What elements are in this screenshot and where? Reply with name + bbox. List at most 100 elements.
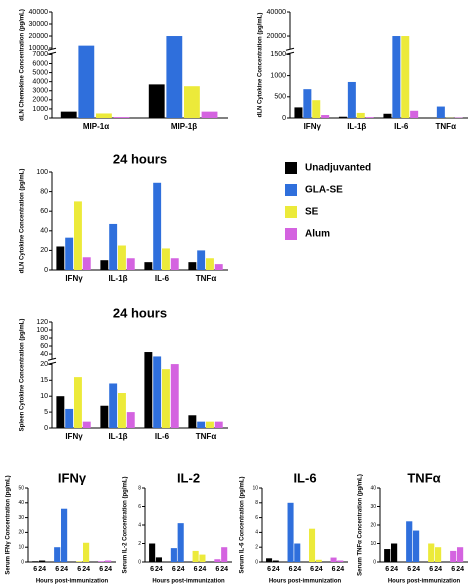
bar [177,523,184,562]
y-axis-label: Serum IFNγ Concentration (pg/mL) [6,475,12,574]
x-tick-label: MIP-1α [83,122,109,131]
y-tick-label: 40 [18,500,24,506]
x-tick-label: 6 [215,566,219,573]
x-tick-label: 6 [55,566,59,573]
bar [65,408,74,428]
y-tick-label: 10 [252,485,258,491]
x-tick-label: 6 [451,566,455,573]
bar [309,528,316,562]
bar [170,364,179,428]
y-tick-label: 6 [138,504,141,510]
x-tick-label: 24 [315,566,323,573]
y-tick-label: 0 [44,425,48,432]
legend-swatch [285,206,297,218]
bar [83,542,90,562]
x-tick-label: 6 [310,566,314,573]
bar [315,559,322,562]
x-tick-label: 6 [194,566,198,573]
y-tick-label: 15 [40,377,48,384]
x-tick-label: 24 [177,566,185,573]
axis-break [48,359,56,364]
x-tick-label: 6 [407,566,411,573]
bar [65,237,74,270]
bar [384,549,391,562]
y-tick-label: 1000 [270,72,286,79]
legend-label: SE [305,207,319,218]
x-tick-label: 24 [155,566,163,573]
bar [74,377,82,428]
x-tick-label: IL-6 [155,274,170,283]
bar [54,547,61,562]
x-tick-label: 6 [172,566,176,573]
bar [188,415,197,428]
x-tick-label: 24 [220,566,228,573]
x-tick-label: TNFα [196,274,217,283]
x-tick-label: MIP-1β [171,122,197,131]
bar [321,115,330,118]
x-tick-label: IFNγ [65,274,83,283]
bar [144,262,153,270]
bar [365,117,374,118]
y-tick-label: 0 [255,559,258,565]
y-tick-label: 2 [255,545,258,551]
axis-break-mark [285,47,295,51]
y-tick-label: 1500 [270,51,286,58]
bar [170,548,177,562]
x-tick-label: 24 [390,566,398,573]
y-tick-label: 50 [18,485,24,491]
y-tick-label: 40 [40,228,48,235]
x-tick-label: 24 [104,566,112,573]
axis-break-mark [47,361,57,365]
y-tick-label: 0 [282,115,286,122]
y-tick-label: 20 [40,361,48,368]
bar [197,421,206,428]
y-tick-label: 120 [36,319,48,326]
y-tick-label: 80 [40,188,48,195]
bar [214,421,223,428]
y-tick-label: 4 [138,522,141,528]
y-tick-label: 4000 [32,79,48,86]
bar [126,412,135,428]
x-tick-label: IL-1β [108,274,127,283]
y-tick-label: 0 [44,267,48,274]
y-tick-label: 2000 [32,97,48,104]
x-axis-label: Hours post-immunization [152,579,225,585]
panel-title: 24 hours [113,305,167,320]
x-tick-label: TNFα [436,122,457,131]
bar [76,561,83,562]
bar [206,258,214,270]
x-tick-label: 6 [33,566,37,573]
legend-swatch [285,228,297,240]
bar [272,560,279,562]
y-axis-label: Serum IL-2 Concentration (pg/mL) [123,476,129,573]
y-tick-label: 60 [40,343,48,350]
x-tick-label: 24 [82,566,90,573]
bar [144,352,153,428]
x-tick-label: TNFα [196,432,217,441]
y-tick-label: 100 [36,327,48,334]
bar [98,561,105,562]
bar [100,405,109,428]
bar [294,543,301,562]
bar [153,182,162,270]
y-tick-label: 60 [40,208,48,215]
axis-break-mark [47,357,57,361]
y-tick-label: 40000 [267,9,287,16]
bar [197,250,206,270]
y-tick-label: 1000 [32,106,48,113]
bar [109,383,118,428]
bar [32,561,39,562]
x-tick-label: 24 [272,566,280,573]
legend-label: Alum [305,229,330,240]
y-axis-label: dLN Chemokine Concentration (pg/mL) [20,9,26,121]
bar [192,550,199,562]
y-tick-label: 20000 [29,33,49,40]
bar [78,45,95,119]
bar [82,421,91,428]
bar [401,36,410,118]
bar [96,113,112,118]
bar [184,86,200,118]
y-tick-label: 3000 [32,88,48,95]
panel-title: TNFα [407,470,440,485]
